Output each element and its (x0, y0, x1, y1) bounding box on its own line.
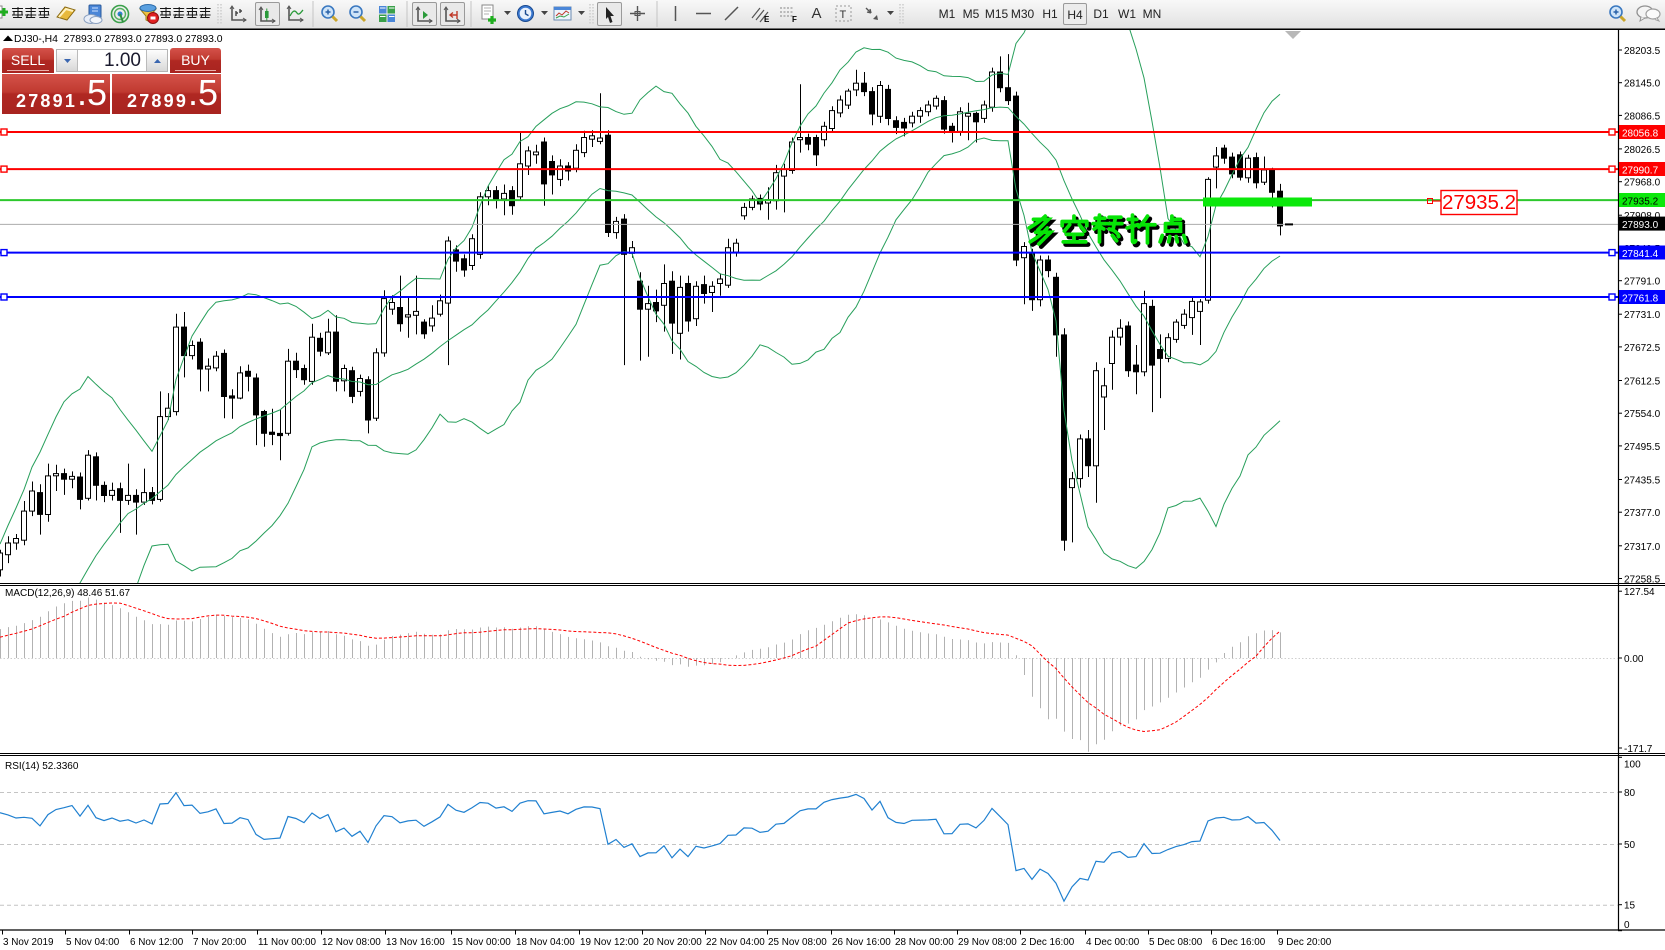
svg-text:27495.5: 27495.5 (1624, 442, 1661, 453)
svg-text:127.54: 127.54 (1624, 587, 1655, 598)
svg-text:3 Nov 2019: 3 Nov 2019 (3, 937, 54, 948)
svg-text:28026.5: 28026.5 (1624, 145, 1661, 156)
svg-text:26 Nov 16:00: 26 Nov 16:00 (832, 937, 891, 948)
svg-text:27990.7: 27990.7 (1622, 166, 1659, 177)
svg-text:13 Nov 16:00: 13 Nov 16:00 (386, 937, 445, 948)
svg-text:27761.8: 27761.8 (1622, 294, 1659, 305)
svg-text:27317.0: 27317.0 (1624, 542, 1661, 553)
svg-text:29 Nov 08:00: 29 Nov 08:00 (958, 937, 1017, 948)
svg-text:28203.5: 28203.5 (1624, 46, 1661, 57)
svg-text:6 Dec 16:00: 6 Dec 16:00 (1212, 937, 1266, 948)
svg-text:27791.0: 27791.0 (1624, 277, 1661, 288)
svg-text:50: 50 (1624, 840, 1636, 851)
svg-text:T: T (840, 9, 847, 21)
svg-text:15: 15 (1624, 901, 1636, 912)
svg-text:28145.0: 28145.0 (1624, 79, 1661, 90)
svg-text:28056.8: 28056.8 (1622, 129, 1659, 140)
svg-text:27731.0: 27731.0 (1624, 310, 1661, 321)
svg-text:27435.5: 27435.5 (1624, 476, 1661, 487)
svg-text:27841.4: 27841.4 (1622, 249, 1659, 260)
svg-text:0: 0 (1624, 920, 1630, 931)
svg-text:22 Nov 04:00: 22 Nov 04:00 (706, 937, 765, 948)
svg-text:DJ30-,H4 27893.0 27893.0 2789: DJ30-,H4 27893.0 27893.0 27893.0 27893.0 (14, 34, 223, 45)
svg-text:20 Nov 20:00: 20 Nov 20:00 (643, 937, 702, 948)
svg-text:-171.7: -171.7 (1624, 744, 1653, 755)
svg-text:6 Nov 12:00: 6 Nov 12:00 (130, 937, 184, 948)
svg-text:5 Nov 04:00: 5 Nov 04:00 (66, 937, 120, 948)
svg-text:11 Nov 00:00: 11 Nov 00:00 (258, 937, 317, 948)
svg-text:100: 100 (1624, 759, 1641, 770)
svg-text:27554.0: 27554.0 (1624, 409, 1661, 420)
svg-text:18 Nov 04:00: 18 Nov 04:00 (516, 937, 575, 948)
svg-text:RSI(14) 52.3360: RSI(14) 52.3360 (5, 761, 79, 772)
svg-text:2 Dec 16:00: 2 Dec 16:00 (1021, 937, 1075, 948)
svg-text:80: 80 (1624, 788, 1636, 799)
svg-text:27893.0: 27893.0 (1622, 220, 1659, 231)
svg-text:9 Dec 20:00: 9 Dec 20:00 (1278, 937, 1332, 948)
svg-text:28086.5: 28086.5 (1624, 111, 1661, 122)
svg-text:27968.0: 27968.0 (1624, 178, 1661, 189)
svg-text:MACD(12,26,9) 48.46 51.67: MACD(12,26,9) 48.46 51.67 (5, 588, 131, 599)
svg-text:27258.5: 27258.5 (1624, 575, 1661, 586)
svg-text:27935.2: 27935.2 (1622, 197, 1659, 208)
svg-text:27377.0: 27377.0 (1624, 508, 1661, 519)
svg-text:7 Nov 20:00: 7 Nov 20:00 (193, 937, 247, 948)
svg-text:27612.5: 27612.5 (1624, 377, 1661, 388)
svg-text:5 Dec 08:00: 5 Dec 08:00 (1149, 937, 1203, 948)
svg-text:27935.2: 27935.2 (1442, 191, 1516, 214)
svg-text:0.00: 0.00 (1624, 654, 1644, 665)
svg-text:27672.5: 27672.5 (1624, 343, 1661, 354)
svg-text:E: E (764, 15, 770, 24)
svg-text:15 Nov 00:00: 15 Nov 00:00 (452, 937, 511, 948)
svg-text:25 Nov 08:00: 25 Nov 08:00 (768, 937, 827, 948)
svg-text:19 Nov 12:00: 19 Nov 12:00 (580, 937, 639, 948)
svg-text:F: F (792, 15, 797, 24)
svg-text:4 Dec 00:00: 4 Dec 00:00 (1086, 937, 1140, 948)
svg-text:28 Nov 00:00: 28 Nov 00:00 (895, 937, 954, 948)
svg-text:12 Nov 08:00: 12 Nov 08:00 (322, 937, 381, 948)
